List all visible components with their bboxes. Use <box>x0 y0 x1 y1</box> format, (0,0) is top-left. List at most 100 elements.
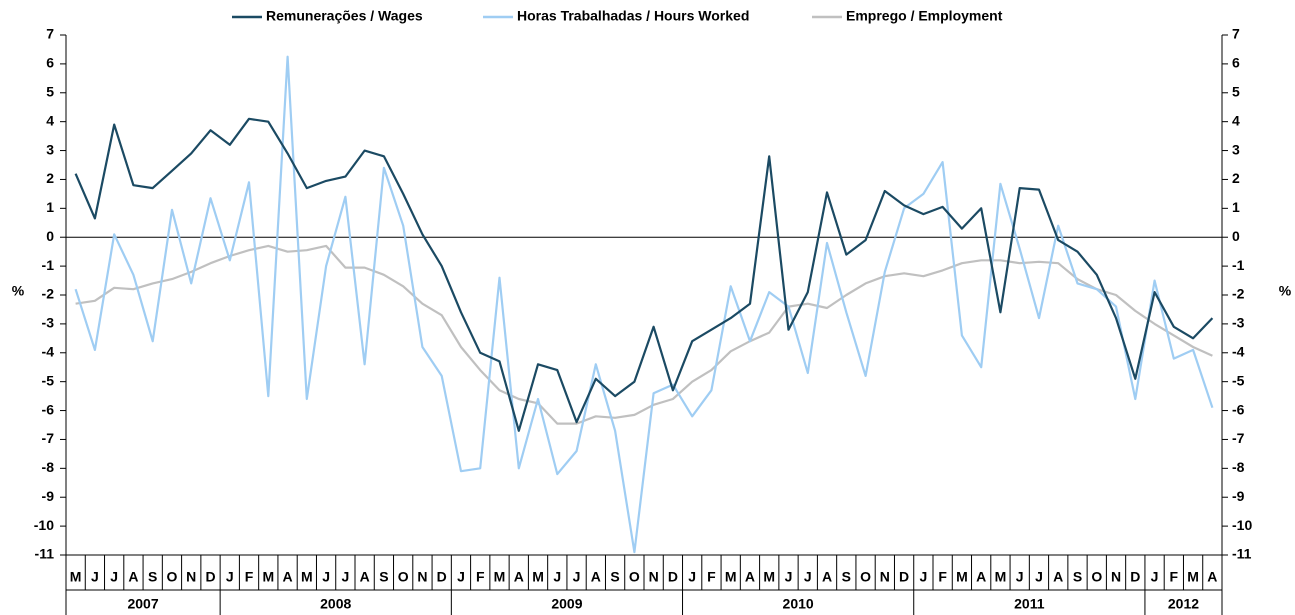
y2-tick-label: -5 <box>1232 372 1245 388</box>
year-label: 2009 <box>551 596 582 612</box>
x-tick-label: M <box>262 569 274 585</box>
y-tick-label: -2 <box>42 286 55 302</box>
y-tick-label: -8 <box>42 459 55 475</box>
x-tick-label: N <box>649 569 659 585</box>
y2-tick-label: -7 <box>1232 430 1245 446</box>
x-tick-label: J <box>457 569 465 585</box>
y-tick-label: 3 <box>46 141 54 157</box>
y-tick-label: 5 <box>46 83 54 99</box>
x-tick-label: J <box>688 569 696 585</box>
legend-label: Emprego / Employment <box>846 8 1003 24</box>
y2-tick-label: 3 <box>1232 141 1240 157</box>
x-tick-label: F <box>707 569 716 585</box>
x-tick-label: A <box>591 569 601 585</box>
y-tick-label: 1 <box>46 199 54 215</box>
x-tick-label: F <box>245 569 254 585</box>
x-tick-label: O <box>860 569 871 585</box>
y-tick-label: -9 <box>42 488 55 504</box>
y2-tick-label: 1 <box>1232 199 1240 215</box>
y-tick-label: -5 <box>42 372 55 388</box>
series-line <box>74 117 1214 432</box>
x-tick-label: D <box>1130 569 1140 585</box>
x-tick-label: J <box>1035 569 1043 585</box>
y-tick-label: -6 <box>42 401 55 417</box>
x-tick-label: M <box>1187 569 1199 585</box>
x-tick-label: J <box>553 569 561 585</box>
y2-tick-label: -3 <box>1232 315 1245 331</box>
series-line <box>75 244 1213 425</box>
x-tick-label: M <box>532 569 544 585</box>
x-tick-label: F <box>1170 569 1179 585</box>
x-tick-label: M <box>995 569 1007 585</box>
y-tick-label: -1 <box>42 257 55 273</box>
x-tick-label: J <box>341 569 349 585</box>
y-tick-label: 0 <box>46 228 54 244</box>
y-tick-label: -3 <box>42 315 55 331</box>
x-tick-label: J <box>1016 569 1024 585</box>
y2-tick-label: -10 <box>1232 517 1252 533</box>
x-tick-label: J <box>785 569 793 585</box>
x-tick-label: F <box>938 569 947 585</box>
y2-tick-label: 6 <box>1232 55 1240 71</box>
y-tick-label: 2 <box>46 170 54 186</box>
x-tick-label: J <box>91 569 99 585</box>
y-tick-label: 7 <box>46 26 54 42</box>
year-label: 2007 <box>127 596 158 612</box>
y2-tick-label: 0 <box>1232 228 1240 244</box>
x-tick-label: J <box>573 569 581 585</box>
x-tick-label: M <box>70 569 82 585</box>
x-tick-label: D <box>437 569 447 585</box>
x-tick-label: J <box>110 569 118 585</box>
legend-label: Horas Trabalhadas / Hours Worked <box>517 8 749 24</box>
x-tick-label: D <box>668 569 678 585</box>
y2-tick-label: -4 <box>1232 343 1245 359</box>
x-tick-label: N <box>880 569 890 585</box>
x-tick-label: A <box>745 569 755 585</box>
year-label: 2012 <box>1168 596 1199 612</box>
x-tick-label: A <box>360 569 370 585</box>
x-tick-label: A <box>822 569 832 585</box>
y2-tick-label: 7 <box>1232 26 1240 42</box>
x-tick-label: M <box>725 569 737 585</box>
x-tick-label: A <box>1207 569 1217 585</box>
x-tick-label: S <box>842 569 851 585</box>
x-tick-label: O <box>1091 569 1102 585</box>
series-line <box>74 55 1214 554</box>
y2-tick-label: 4 <box>1232 112 1240 128</box>
y2-tick-label: -2 <box>1232 286 1245 302</box>
legend-label: Remunerações / Wages <box>266 8 423 24</box>
x-tick-label: D <box>205 569 215 585</box>
y-tick-label: 6 <box>46 55 54 71</box>
y-tick-label: 4 <box>46 112 54 128</box>
y2-tick-label: -11 <box>1232 546 1252 562</box>
x-tick-label: O <box>629 569 640 585</box>
x-tick-label: A <box>1053 569 1063 585</box>
x-tick-label: S <box>379 569 388 585</box>
x-tick-label: J <box>804 569 812 585</box>
year-label: 2011 <box>1014 596 1045 612</box>
year-label: 2010 <box>783 596 814 612</box>
y-tick-label: -11 <box>35 546 55 562</box>
x-tick-label: M <box>763 569 775 585</box>
x-tick-label: S <box>610 569 619 585</box>
x-tick-label: S <box>1073 569 1082 585</box>
x-tick-label: F <box>476 569 485 585</box>
x-tick-label: N <box>417 569 427 585</box>
x-tick-label: M <box>956 569 968 585</box>
x-tick-label: J <box>919 569 927 585</box>
x-tick-label: M <box>301 569 313 585</box>
x-tick-label: A <box>976 569 986 585</box>
x-tick-label: S <box>148 569 157 585</box>
x-tick-label: D <box>899 569 909 585</box>
x-tick-label: A <box>283 569 293 585</box>
x-tick-label: J <box>1151 569 1159 585</box>
y2-tick-label: -6 <box>1232 401 1245 417</box>
y-axis-label: % <box>12 283 25 299</box>
y2-tick-label: -1 <box>1232 257 1245 273</box>
y-tick-label: -7 <box>42 430 55 446</box>
x-tick-label: O <box>398 569 409 585</box>
x-tick-label: N <box>1111 569 1121 585</box>
x-tick-label: A <box>514 569 524 585</box>
x-tick-label: A <box>128 569 138 585</box>
